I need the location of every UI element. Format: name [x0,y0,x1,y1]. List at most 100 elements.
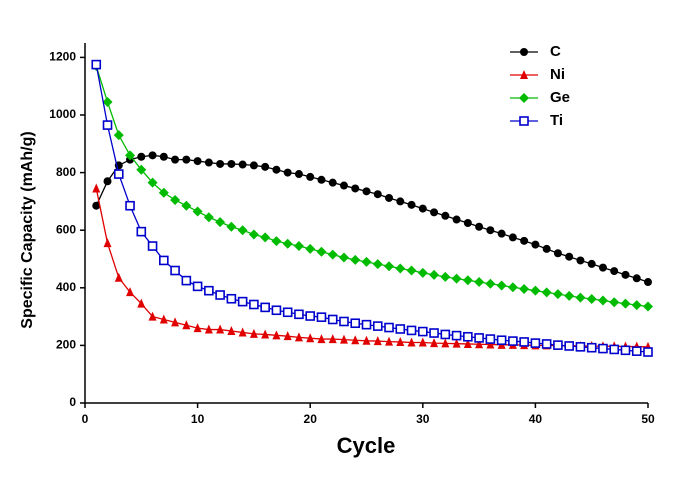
marker [306,333,315,343]
marker [148,151,157,160]
marker [520,236,529,245]
marker [385,336,394,346]
series [91,61,653,312]
marker [552,289,563,300]
x-tick-label: 30 [416,412,430,426]
marker [260,232,271,243]
marker [631,346,642,356]
marker [565,252,574,261]
marker [294,332,303,342]
marker [317,175,326,184]
marker [385,193,394,202]
marker [293,241,304,252]
marker [248,229,259,240]
marker [339,316,349,327]
marker [474,277,485,288]
marker [507,282,518,293]
marker [203,212,214,223]
marker [283,331,292,341]
marker [113,169,124,179]
marker [519,337,529,347]
marker [553,249,562,258]
marker [306,172,315,181]
marker [113,130,124,141]
marker [182,155,191,164]
marker [351,184,360,193]
marker [328,334,337,344]
marker [261,162,270,171]
marker [564,341,574,351]
marker [338,252,349,263]
legend-marker [519,93,529,103]
marker [216,324,225,334]
marker [158,187,169,198]
y-axis-title: Specific Capacity (mAh/g) [19,131,36,328]
marker [597,295,608,306]
marker [430,338,439,348]
marker [452,338,461,348]
legend-label: Ti [550,112,563,129]
marker [485,334,496,344]
x-axis-title: Cycle [337,433,396,458]
marker [204,285,214,296]
marker [452,215,461,224]
marker [182,320,191,330]
marker [396,336,405,346]
marker [485,278,496,289]
marker [260,302,270,313]
marker [496,280,507,291]
marker [496,335,507,346]
marker [541,339,552,349]
marker [192,206,203,217]
marker [609,297,620,308]
marker [137,298,146,308]
marker [170,194,181,205]
marker [631,300,642,311]
marker [407,200,416,209]
marker [171,155,180,164]
marker [621,270,630,279]
marker [114,272,123,282]
marker [92,201,101,210]
marker [531,240,540,249]
marker [351,335,360,345]
marker [294,309,304,320]
marker [519,283,530,294]
marker [451,330,462,341]
marker [148,311,157,321]
marker [475,339,484,349]
marker [395,324,406,334]
legend-label: C [550,43,561,60]
y-tick-label: 200 [56,338,76,352]
marker [126,287,135,297]
marker [575,342,586,352]
marker [395,263,406,274]
marker [237,296,248,307]
marker [237,225,248,236]
y-tick-label: 800 [56,165,76,179]
y-tick-label: 1200 [49,50,76,64]
marker [238,160,247,169]
marker [227,159,236,168]
marker [147,241,158,251]
marker [575,292,586,303]
marker [463,331,473,342]
marker [372,259,383,270]
marker [171,317,180,327]
marker [226,221,237,232]
marker [227,326,236,335]
marker [249,299,259,310]
legend-marker [520,48,528,56]
marker [272,165,281,174]
marker [620,345,631,356]
marker [327,249,338,260]
series [92,151,652,287]
marker [271,305,282,316]
legend-label: Ni [550,66,565,83]
marker [249,161,258,170]
marker [317,334,326,344]
marker [406,265,417,276]
marker [316,312,327,322]
marker [362,187,371,196]
